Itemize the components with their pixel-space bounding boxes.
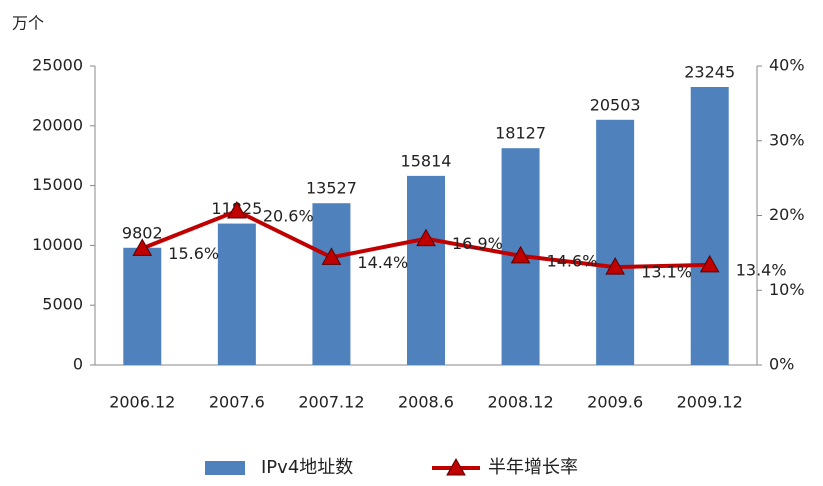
- line-marker: [510, 245, 531, 264]
- line-value-label: 13.4%: [736, 260, 787, 279]
- bar-value-label: 13527: [306, 179, 357, 198]
- y-axis-label: 万个: [12, 14, 44, 33]
- line-value-label: 20.6%: [263, 207, 314, 226]
- line-value-label: 15.6%: [168, 244, 219, 263]
- legend-label: 半年增长率: [488, 457, 578, 478]
- y2-tick-label: 0%: [769, 355, 794, 374]
- line-marker: [699, 254, 720, 273]
- y-tick-label: 15000: [32, 175, 83, 194]
- y2-tick-label: 10%: [769, 280, 805, 299]
- legend-swatch: [205, 461, 245, 475]
- y-tick-label: 0: [73, 355, 83, 374]
- bar: [217, 223, 256, 365]
- x-tick-label: 2006.12: [109, 393, 175, 412]
- x-tick-label: 2009.6: [587, 393, 643, 412]
- y-tick-label: 20000: [32, 115, 83, 134]
- line-marker: [132, 238, 153, 256]
- line-value-label: 13.1%: [641, 263, 692, 282]
- line-marker: [227, 200, 247, 219]
- bar-value-label: 9802: [122, 223, 163, 242]
- y2-tick-label: 30%: [769, 130, 805, 149]
- line-marker: [321, 247, 342, 265]
- bar-value-label: 23245: [684, 62, 735, 81]
- y-tick-label: 5000: [42, 295, 83, 314]
- y2-tick-label: 40%: [769, 56, 805, 75]
- line-marker: [605, 257, 625, 275]
- legend-label: IPv4地址数: [261, 457, 353, 478]
- bar-value-label: 15814: [401, 151, 452, 170]
- line-value-label: 14.4%: [357, 253, 408, 272]
- line-marker: [416, 228, 436, 247]
- x-tick-label: 2008.12: [487, 393, 553, 412]
- x-tick-label: 2008.6: [398, 393, 454, 412]
- y2-tick-label: 20%: [769, 205, 805, 224]
- bar: [123, 247, 162, 365]
- bar: [407, 175, 445, 365]
- bar: [312, 203, 351, 365]
- bar: [690, 86, 729, 365]
- y-tick-label: 25000: [32, 56, 83, 75]
- bar: [596, 119, 635, 365]
- line-value-label: 16.9%: [452, 234, 503, 253]
- bar-value-label: 18127: [495, 124, 546, 143]
- line-value-label: 14.6%: [547, 251, 598, 270]
- x-tick-label: 2007.6: [209, 393, 265, 412]
- y-tick-label: 10000: [32, 235, 83, 254]
- legend-marker: [446, 457, 466, 476]
- bar-value-label: 20503: [590, 95, 641, 114]
- x-tick-label: 2007.12: [298, 393, 364, 412]
- x-tick-label: 2009.12: [677, 393, 743, 412]
